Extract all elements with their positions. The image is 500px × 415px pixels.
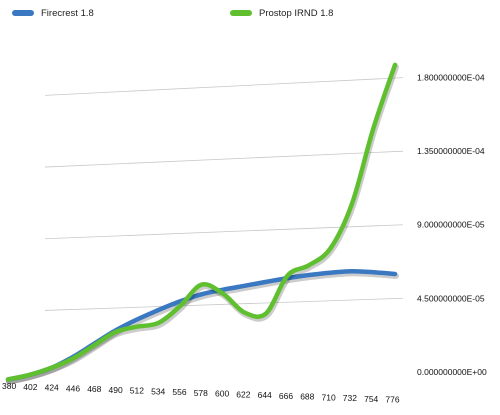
x-tick-label: 556 [172,387,186,397]
x-axis-ticks: 380 402 424 446 468 490 512 534 556 578 600 622 644 6… [2,381,400,405]
series-layer [5,62,399,385]
legend-label-prostop: Prostop IRND 1.8 [259,7,334,19]
y-tick-label: 1.350000000E-04 [417,146,485,156]
y-tick-label: 9.000000000E-05 [417,220,485,230]
legend-item-prostop: Prostop IRND 1.8 [230,5,333,21]
x-tick-label: 490 [109,385,123,395]
x-tick-label: 732 [343,393,357,403]
y-axis-ticks: 0.000000000E+00 4.500000000E-05 9.00000000… [417,73,487,377]
series-line-prostop [5,62,398,382]
legend-swatch-firecrest [12,10,34,16]
gridline [44,297,404,311]
x-tick-label: 754 [364,394,378,404]
x-tick-label: 468 [87,384,101,394]
x-tick-label: 710 [322,392,336,402]
gridline [44,224,404,240]
legend-label-firecrest: Firecrest 1.8 [41,7,94,19]
legend-swatch-prostop [230,10,252,16]
x-tick-label: 512 [130,386,144,396]
x-tick-label: 644 [258,390,272,400]
legend-item-firecrest: Firecrest 1.8 [12,5,94,21]
x-tick-label: 446 [66,383,80,393]
series-shadow [6,63,399,385]
gridline [44,77,404,96]
y-tick-label: 4.500000000E-05 [417,293,485,303]
y-tick-label: 0.000000000E+00 [417,367,487,377]
y-tick-label: 1.800000000E-04 [417,73,485,83]
x-tick-label: 622 [236,389,250,399]
x-tick-label: 688 [300,392,314,402]
gridline [44,150,404,168]
x-tick-label: 380 [2,381,16,391]
x-tick-label: 534 [151,386,165,396]
x-tick-label: 578 [194,388,208,398]
x-tick-label: 424 [45,383,59,393]
x-tick-label: 666 [279,391,293,401]
x-tick-label: 776 [385,395,399,405]
x-tick-label: 402 [23,382,37,392]
x-tick-label: 600 [215,389,229,399]
